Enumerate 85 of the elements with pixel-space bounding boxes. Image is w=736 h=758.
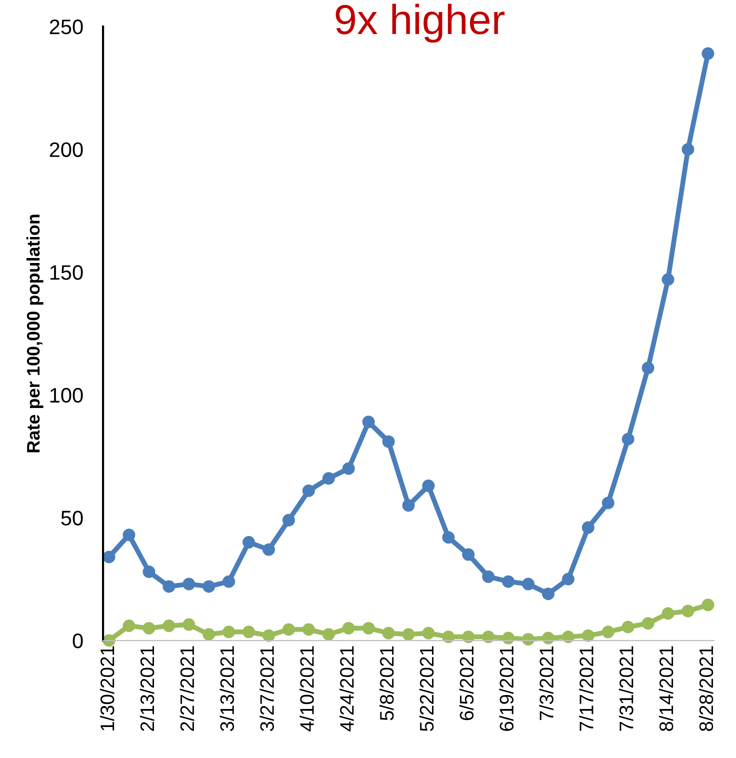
y-tick-label: 50: [61, 510, 83, 526]
point: [462, 548, 475, 561]
x-tick-label: 8/28/2021: [698, 646, 714, 732]
point: [522, 633, 535, 646]
x-tick-label: 4/24/2021: [340, 646, 354, 732]
point: [142, 565, 156, 578]
point: [482, 570, 495, 583]
point: [182, 618, 196, 631]
point: [342, 462, 355, 475]
x-tick-label: 2/13/2021: [140, 646, 154, 731]
x-tick-label: 2/27/2021: [180, 646, 194, 731]
point: [102, 550, 116, 564]
point: [642, 617, 654, 630]
point: [562, 630, 574, 644]
y-tick-label: 0: [72, 634, 83, 648]
point: [162, 620, 176, 632]
point: [462, 630, 475, 644]
point: [362, 622, 375, 634]
point: [542, 632, 554, 644]
point: [582, 629, 594, 642]
point: [242, 626, 256, 638]
point: [282, 623, 295, 636]
point: [382, 435, 395, 448]
point: [542, 588, 554, 600]
point: [202, 580, 216, 593]
point: [682, 143, 694, 156]
point: [602, 626, 614, 638]
x-tick-label: 7/3/2021: [539, 646, 554, 720]
point: [502, 632, 515, 644]
point: [662, 607, 674, 620]
point: [602, 496, 614, 510]
point: [702, 47, 714, 60]
x-tick-label: 7/17/2021: [579, 646, 594, 731]
point: [282, 514, 295, 526]
point: [362, 416, 375, 428]
point: [382, 626, 395, 640]
y-tick-label: 100: [50, 388, 83, 403]
point: [302, 484, 315, 497]
y-tick-label: 200: [50, 142, 83, 158]
x-tick-label: 7/31/2021: [619, 646, 634, 731]
point: [122, 528, 136, 542]
point: [402, 499, 415, 512]
point: [182, 578, 196, 590]
chart-title: 9x higher: [336, 4, 505, 43]
x-tick-label: 3/27/2021: [260, 646, 274, 732]
x-tick-label: 6/5/2021: [459, 646, 474, 720]
point: [482, 630, 495, 644]
point: [502, 575, 515, 588]
x-tick-label: 3/13/2021: [220, 646, 234, 732]
point: [302, 623, 315, 636]
point: [622, 620, 634, 634]
x-tick-label: 1/30/2021: [100, 646, 114, 730]
point: [122, 620, 136, 632]
point: [662, 273, 674, 286]
point: [682, 604, 694, 618]
x-tick-label: 5/22/2021: [419, 646, 434, 732]
point: [222, 626, 236, 638]
point: [262, 629, 275, 642]
x-tick-label: 8/14/2021: [658, 646, 674, 732]
point: [442, 630, 455, 644]
point: [402, 628, 415, 641]
point: [322, 628, 335, 641]
x-tick-label: 4/10/2021: [300, 646, 314, 732]
point: [222, 575, 236, 588]
point: [622, 432, 634, 446]
point: [262, 543, 275, 556]
point: [702, 598, 714, 612]
point: [642, 362, 654, 374]
point: [562, 572, 574, 586]
point: [242, 536, 256, 549]
point: [522, 578, 535, 590]
y-tick-label: 150: [50, 265, 83, 280]
point: [422, 480, 435, 492]
y-tick-label: 250: [50, 20, 83, 34]
point: [142, 622, 156, 634]
point: [202, 628, 216, 641]
x-tick-label: 5/8/2021: [379, 646, 394, 720]
point: [322, 472, 335, 485]
y-axis-title: Rate per 100,000 population: [26, 214, 44, 452]
point: [342, 622, 355, 634]
point: [582, 521, 594, 534]
point: [442, 531, 455, 544]
x-tick-label: 6/19/2021: [499, 646, 514, 731]
point: [162, 580, 176, 593]
point: [422, 626, 435, 640]
